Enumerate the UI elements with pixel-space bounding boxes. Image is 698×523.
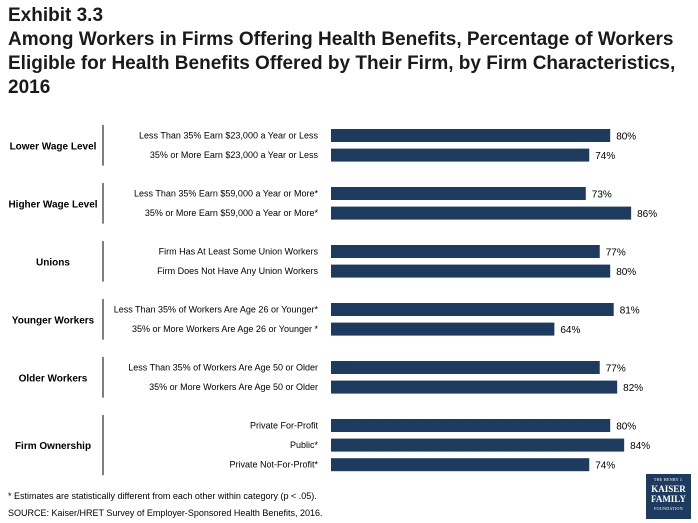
bar	[331, 303, 614, 316]
category-label: Less Than 35% of Workers Are Age 26 or Y…	[114, 305, 319, 315]
bar	[331, 361, 600, 374]
bar	[331, 148, 590, 162]
group-label: Unions	[36, 257, 70, 268]
bar	[331, 264, 611, 278]
value-label: 80%	[616, 267, 636, 278]
footnote: * Estimates are statistically different …	[8, 491, 317, 501]
bar	[331, 438, 625, 452]
source-note: SOURCE: Kaiser/HRET Survey of Employer-S…	[8, 508, 323, 518]
bar	[331, 322, 555, 336]
kff-logo: THE HENRY J. KAISER FAMILY FOUNDATION	[646, 474, 691, 519]
group-label: Higher Wage Level	[8, 199, 97, 210]
value-label: 82%	[623, 383, 643, 394]
bar	[331, 245, 600, 258]
category-label: Less Than 35% Earn $59,000 a Year or Mor…	[134, 189, 318, 199]
category-label: Private Not-For-Profit*	[229, 460, 318, 470]
category-label: Firm Has At Least Some Union Workers	[159, 247, 319, 257]
category-label: 35% or More Earn $59,000 a Year or More*	[145, 208, 319, 218]
value-label: 74%	[595, 151, 615, 162]
exhibit-number: Exhibit 3.3	[8, 5, 104, 26]
category-label: Less Than 35% Earn $23,000 a Year or Les…	[139, 131, 318, 141]
category-label: Private For-Profit	[250, 421, 319, 431]
value-label: 80%	[616, 422, 636, 433]
value-label: 80%	[616, 132, 636, 143]
group-label: Younger Workers	[12, 315, 95, 326]
bar	[331, 206, 632, 220]
value-label: 84%	[630, 441, 650, 452]
value-label: 64%	[560, 325, 580, 336]
bar	[331, 187, 586, 200]
category-label: Firm Does Not Have Any Union Workers	[157, 266, 318, 276]
value-label: 81%	[620, 306, 640, 317]
category-label: 35% or More Earn $23,000 a Year or Less	[150, 150, 319, 160]
bar	[331, 419, 611, 432]
value-label: 73%	[592, 190, 612, 201]
category-label: 35% or More Workers Are Age 26 or Younge…	[132, 324, 318, 334]
value-label: 74%	[595, 461, 615, 472]
group-label: Firm Ownership	[15, 441, 91, 452]
chart-title: Among Workers in Firms Offering Health B…	[8, 29, 676, 98]
group-label: Older Workers	[19, 373, 88, 384]
value-label: 77%	[606, 364, 626, 375]
value-label: 77%	[606, 248, 626, 259]
group-label: Lower Wage Level	[10, 141, 97, 152]
category-label: 35% or More Workers Are Age 50 or Older	[149, 382, 318, 392]
bar	[331, 129, 611, 142]
value-label: 86%	[637, 209, 657, 220]
bar	[331, 458, 590, 472]
category-label: Less Than 35% of Workers Are Age 50 or O…	[128, 363, 318, 373]
category-label: Public*	[290, 440, 319, 450]
chart-header: Exhibit 3.3 Among Workers in Firms Offer…	[8, 4, 694, 100]
bar	[331, 380, 618, 394]
